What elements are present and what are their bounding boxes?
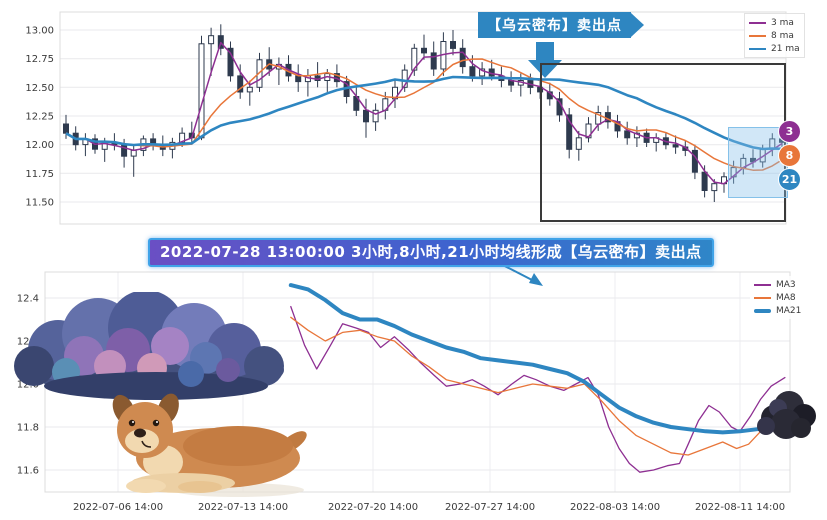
candlestick-series <box>63 24 785 202</box>
legend-label: MA3 <box>776 279 796 290</box>
top-chart-legend: 3 ma 8 ma 21 ma <box>744 13 805 58</box>
legend-item-21ma: 21 ma <box>749 42 800 55</box>
ma3-swatch <box>754 283 771 286</box>
line-chart: 12.4 12.2 12.0 11.8 11.6 2022-07-06 14:00 2022… <box>17 271 791 513</box>
badge-ma21: 21 <box>778 168 801 191</box>
svg-text:11.8: 11.8 <box>17 423 39 434</box>
bottom-chart-legend: MA3 MA8 MA21 <box>750 276 806 319</box>
legend-label: 8 ma <box>771 30 794 41</box>
badge-ma8: 8 <box>778 144 801 167</box>
legend-label: 21 ma <box>771 43 800 54</box>
svg-text:12.00: 12.00 <box>25 140 54 151</box>
svg-text:2022-08-03 14:00: 2022-08-03 14:00 <box>570 502 660 513</box>
ma8-swatch <box>749 34 766 37</box>
svg-text:12.0: 12.0 <box>17 380 39 391</box>
svg-text:2022-07-13 14:00: 2022-07-13 14:00 <box>198 502 288 513</box>
svg-text:2022-07-20 14:00: 2022-07-20 14:00 <box>328 502 418 513</box>
ma-badges: 3 8 21 <box>778 120 801 192</box>
svg-text:2022-07-06 14:00: 2022-07-06 14:00 <box>73 502 163 513</box>
top-chart-grid: 13.00 12.75 12.50 12.25 12.00 11.75 11.50 <box>25 11 787 225</box>
legend-item-8ma: 8 ma <box>749 29 800 42</box>
bottom-chart-grid: 12.4 12.2 12.0 11.8 11.6 2022-07-06 14:00 2022… <box>17 271 791 513</box>
legend-item-ma8: MA8 <box>754 291 801 304</box>
legend-item-3ma: 3 ma <box>749 16 800 29</box>
event-banner: 2022-07-28 13:00:00 3小时,8小时,21小时均线形成【乌云密… <box>148 238 714 267</box>
svg-text:12.4: 12.4 <box>17 294 39 305</box>
ma21-swatch <box>754 308 771 313</box>
down-arrow-icon <box>528 42 562 78</box>
legend-label: MA8 <box>776 292 796 303</box>
legend-item-ma21: MA21 <box>754 304 801 317</box>
svg-text:2022-08-11 14:00: 2022-08-11 14:00 <box>695 502 785 513</box>
moving-average-lines <box>65 41 783 185</box>
svg-text:11.6: 11.6 <box>17 466 39 477</box>
callout-arrow-tip-icon <box>631 13 644 37</box>
svg-text:11.50: 11.50 <box>25 198 54 209</box>
svg-text:12.50: 12.50 <box>25 83 54 94</box>
legend-label: 3 ma <box>771 17 794 28</box>
ma3-swatch <box>749 21 766 24</box>
ma8-swatch <box>754 296 771 299</box>
legend-label: MA21 <box>776 305 802 316</box>
sell-point-callout-text: 【乌云密布】卖出点 <box>478 12 631 38</box>
ma21-swatch <box>749 47 766 50</box>
svg-text:2022-07-27 14:00: 2022-07-27 14:00 <box>445 502 535 513</box>
svg-text:13.00: 13.00 <box>25 26 54 37</box>
candlestick-chart: 13.00 12.75 12.50 12.25 12.00 11.75 11.50 <box>25 11 787 225</box>
sell-point-callout: 【乌云密布】卖出点 <box>478 12 644 38</box>
svg-text:12.2: 12.2 <box>17 337 39 348</box>
badge-ma3: 3 <box>778 120 801 143</box>
svg-text:11.75: 11.75 <box>25 169 54 180</box>
svg-text:12.75: 12.75 <box>25 54 54 65</box>
ma-line-series <box>288 283 787 473</box>
svg-text:12.25: 12.25 <box>25 112 54 123</box>
legend-item-ma3: MA3 <box>754 278 801 291</box>
